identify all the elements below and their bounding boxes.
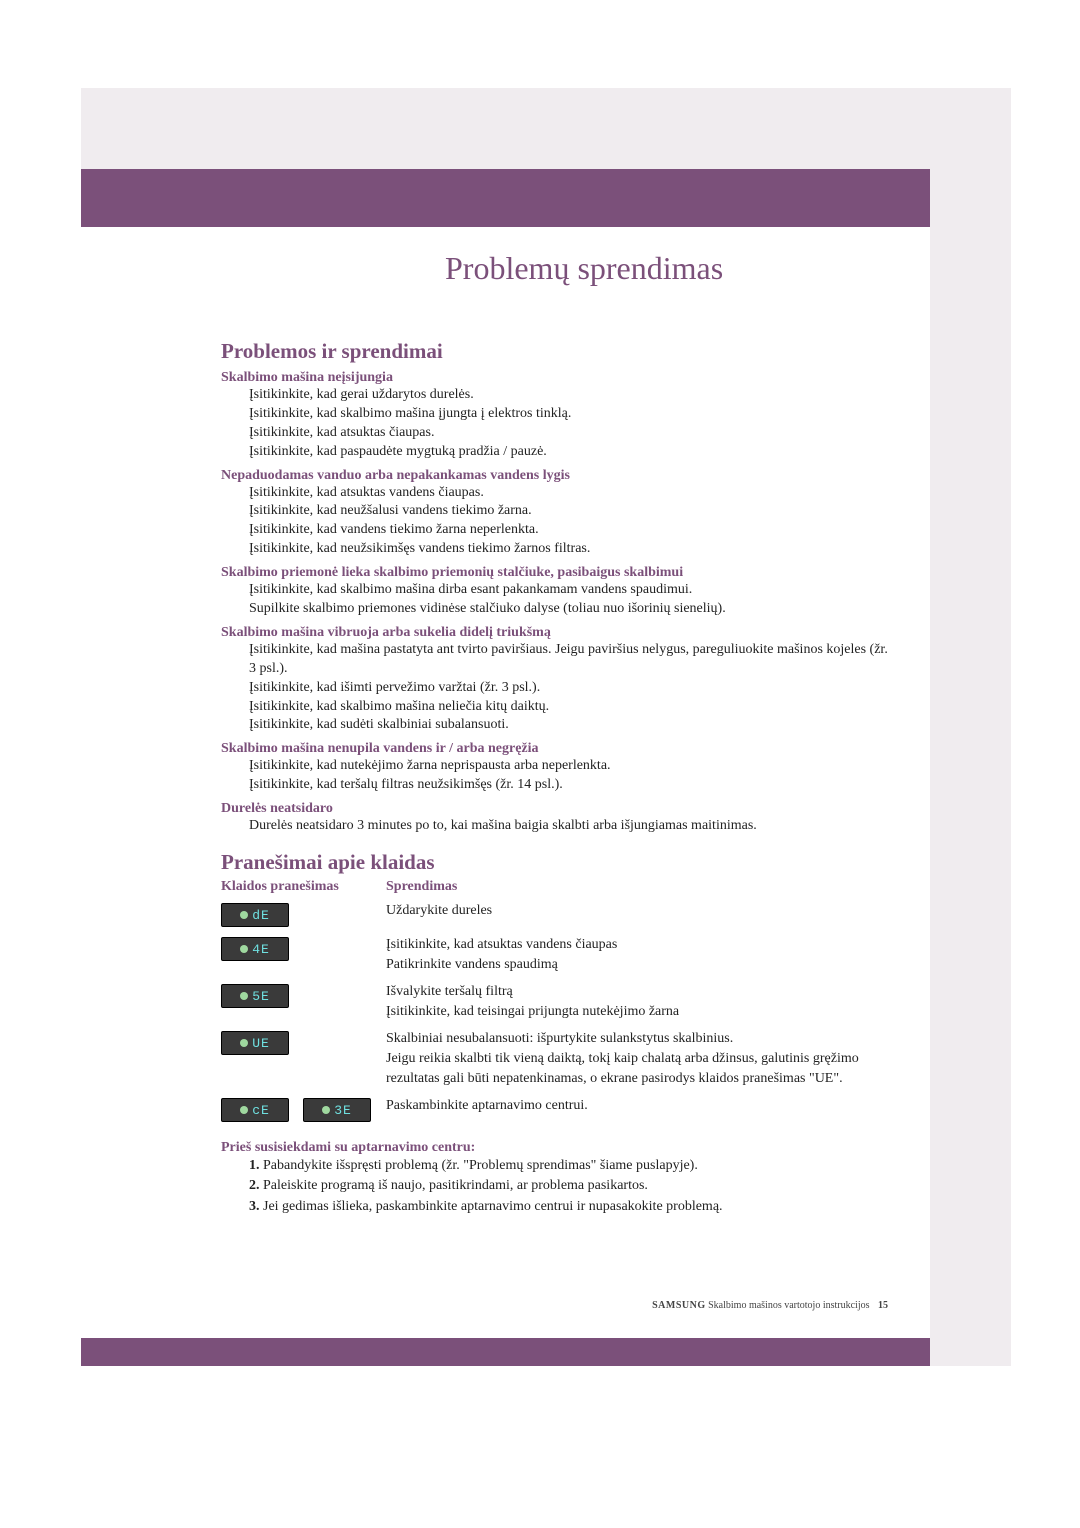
problem-group-item: Įsitikinkite, kad paspaudėte mygtuką pra… [249, 443, 888, 462]
error-row: dE Uždarykite dureles [221, 901, 888, 927]
purple-strip-bottom [81, 1338, 930, 1366]
before-contact-item: 2. Paleiskite programą iš naujo, pasitik… [249, 1176, 888, 1196]
led-icon [240, 1106, 248, 1114]
decorative-side-band [930, 88, 1011, 1366]
content-area: Problemos ir sprendimai Skalbimo mašina … [81, 227, 930, 1237]
error-header-col2: Sprendimas [386, 879, 888, 895]
error-row: 5E Išvalykite teršalų filtrąĮsitikinkite,… [221, 982, 888, 1021]
page-footer: SAMSUNG Skalbimo mašinos vartotojo instr… [0, 1300, 930, 1311]
error-code-badge: 3E [303, 1098, 371, 1122]
problem-group-item: Įsitikinkite, kad vandens tiekimo žarna … [249, 521, 888, 540]
problem-group-head: Nepaduodamas vanduo arba nepakankamas va… [221, 468, 888, 484]
error-table-header: Klaidos pranešimas Sprendimas [221, 879, 888, 895]
problem-group-head: Skalbimo priemonė lieka skalbimo priemon… [221, 565, 888, 581]
error-row: UE Skalbiniai nesubalansuoti: išpurtykite… [221, 1029, 888, 1088]
section-problems: Problemos ir sprendimai Skalbimo mašina … [221, 339, 888, 836]
purple-strip-top [81, 169, 930, 227]
led-icon [322, 1106, 330, 1114]
error-code-label: 3E [334, 1103, 352, 1118]
error-code-badge: cE [221, 1098, 289, 1122]
problem-group-item: Įsitikinkite, kad neužšalusi vandens tie… [249, 502, 888, 521]
error-solution-text: Išvalykite teršalų filtrąĮsitikinkite, k… [386, 982, 888, 1021]
error-solution-text: Įsitikinkite, kad atsuktas vandens čiaup… [386, 935, 888, 974]
led-icon [240, 1039, 248, 1047]
problem-group-item: Įsitikinkite, kad išimti pervežimo varžt… [249, 679, 888, 698]
problem-group-item: Įsitikinkite, kad skalbimo mašina dirba … [249, 581, 888, 600]
problem-group-item: Įsitikinkite, kad neužsikimšęs vandens t… [249, 540, 888, 559]
error-code-badge: 5E [221, 984, 289, 1008]
footer-text: Skalbimo mašinos vartotojo instrukcijos [708, 1300, 869, 1311]
section-problems-title: Problemos ir sprendimai [221, 339, 888, 364]
problem-group-head: Skalbimo mašina vibruoja arba sukelia di… [221, 625, 888, 641]
problem-group-item: Įsitikinkite, kad teršalų filtras neužsi… [249, 776, 888, 795]
error-code-label: 4E [252, 942, 270, 957]
error-code-badge: dE [221, 903, 289, 927]
footer-page: 15 [878, 1300, 888, 1311]
error-code-badge: 4E [221, 937, 289, 961]
error-code-label: dE [252, 908, 270, 923]
decorative-top-band [81, 88, 1011, 169]
before-contact-item: 1. Pabandykite išspręsti problemą (žr. "… [249, 1156, 888, 1176]
error-codes: cE 3E [221, 1096, 386, 1122]
error-solution-text: Paskambinkite aptarnavimo centrui. [386, 1096, 888, 1116]
error-codes: 5E [221, 982, 386, 1008]
error-code-label: cE [252, 1103, 270, 1118]
error-codes: dE [221, 901, 386, 927]
error-code-badge: UE [221, 1031, 289, 1055]
before-contact-head: Prieš susisiekdami su aptarnavimo centru… [221, 1140, 888, 1156]
problem-group-item: Supilkite skalbimo priemones vidinėse st… [249, 600, 888, 619]
page: Problemų sprendimas Problemos ir sprendi… [0, 0, 1080, 1528]
problem-group-item: Įsitikinkite, kad atsuktas vandens čiaup… [249, 484, 888, 503]
problem-group-head: Durelės neatsidaro [221, 801, 888, 817]
problem-group-item: Įsitikinkite, kad mašina pastatyta ant t… [249, 641, 888, 679]
problem-group-head: Skalbimo mašina nenupila vandens ir / ar… [221, 741, 888, 757]
problem-group-item: Durelės neatsidaro 3 minutes po to, kai … [249, 817, 888, 836]
section-errors-title: Pranešimai apie klaidas [221, 850, 888, 875]
error-solution-text: Uždarykite dureles [386, 901, 888, 921]
problem-group-item: Įsitikinkite, kad skalbimo mašina įjungt… [249, 405, 888, 424]
footer-brand: SAMSUNG [652, 1300, 706, 1311]
problem-group-head: Skalbimo mašina neįsijungia [221, 370, 888, 386]
before-contact-item: 3. Jei gedimas išlieka, paskambinkite ap… [249, 1197, 888, 1217]
problem-group-item: Įsitikinkite, kad skalbimo mašina nelieč… [249, 698, 888, 717]
problem-group-item: Įsitikinkite, kad sudėti skalbiniai suba… [249, 716, 888, 735]
error-solution-text: Skalbiniai nesubalansuoti: išpurtykite s… [386, 1029, 888, 1088]
led-icon [240, 945, 248, 953]
error-codes: 4E [221, 935, 386, 961]
problem-group-item: Įsitikinkite, kad gerai uždarytos durelė… [249, 386, 888, 405]
error-code-label: UE [252, 1036, 270, 1051]
error-row: cE 3E Paskambinkite aptarnavimo centrui. [221, 1096, 888, 1122]
error-code-label: 5E [252, 989, 270, 1004]
led-icon [240, 911, 248, 919]
error-row: 4E Įsitikinkite, kad atsuktas vandens čia… [221, 935, 888, 974]
error-codes: UE [221, 1029, 386, 1055]
section-errors: Pranešimai apie klaidas Klaidos pranešim… [221, 850, 888, 1122]
problem-group-item: Įsitikinkite, kad atsuktas čiaupas. [249, 424, 888, 443]
error-header-col1: Klaidos pranešimas [221, 879, 386, 895]
led-icon [240, 992, 248, 1000]
problem-group-item: Įsitikinkite, kad nutekėjimo žarna nepri… [249, 757, 888, 776]
